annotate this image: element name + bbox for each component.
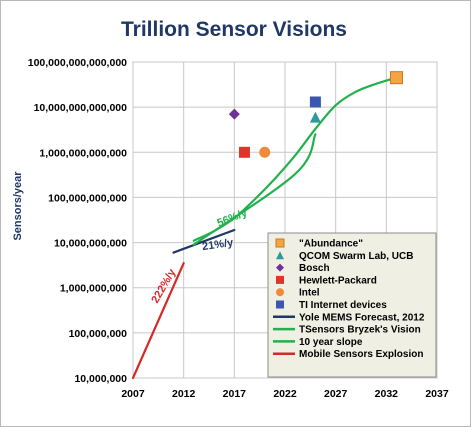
legend-marker (275, 238, 285, 248)
legend-label: QCOM Swarm Lab, UCB (299, 251, 413, 262)
x-tick-label: 2017 (223, 388, 247, 400)
x-tick-label: 2007 (121, 388, 145, 400)
y-tick-label: 10,000,000,000 (54, 238, 127, 250)
x-tick-label: 2037 (425, 388, 449, 400)
legend-marker (276, 288, 284, 297)
series-line (131, 262, 185, 380)
x-tick-label: 2022 (273, 388, 297, 400)
series-line (192, 133, 317, 246)
legend-label: Bosch (299, 263, 330, 274)
y-tick-label: 1,000,000,000,000 (39, 147, 127, 159)
data-point (309, 96, 321, 108)
legend-marker (276, 251, 284, 260)
data-point (309, 111, 321, 123)
series-lines (131, 76, 398, 380)
legend-label: 10 year slope (299, 337, 363, 348)
x-tick-label: 2032 (375, 388, 399, 400)
legend-label: TI Internet devices (299, 300, 387, 311)
legend-label: Hewlett-Packard (299, 275, 377, 286)
y-tick-label: 100,000,000,000,000 (28, 57, 127, 69)
chart-title: Trillion Sensor Visions (121, 18, 347, 41)
x-tick-label: 2027 (324, 388, 348, 400)
legend-marker (276, 263, 284, 272)
y-tick-label: 100,000,000,000 (48, 192, 127, 204)
data-points (228, 71, 403, 158)
legend-label: Mobile Sensors Explosion (299, 349, 423, 360)
data-point (228, 108, 240, 120)
y-tick-labels: 10,000,000 100,000,000 1,000,000,000 10,000… (28, 57, 127, 385)
legend: "Abundance"QCOM Swarm Lab, UCBBoschHewle… (267, 232, 437, 378)
data-point (259, 146, 271, 158)
y-axis-label: Sensors/year (12, 171, 24, 241)
legend-marker (276, 300, 284, 309)
legend-box (267, 232, 437, 378)
legend-label: Yole MEMS Forecast, 2012 (299, 312, 425, 323)
y-tick-label: 10,000,000 (74, 373, 127, 385)
x-tick-label: 2012 (172, 388, 196, 400)
data-point (238, 146, 250, 158)
x-tick-labels: 2007 2012 2017 2022 2027 2032 2037 (121, 388, 449, 400)
y-tick-label: 1,000,000,000 (60, 283, 127, 295)
legend-label: Intel (299, 288, 320, 299)
growth-annotation: 21%/y (201, 237, 234, 253)
data-point (389, 71, 403, 85)
legend-label: TSensors Bryzek's Vision (299, 325, 421, 336)
legend-marker (276, 275, 284, 284)
y-tick-label: 10,000,000,000,000 (34, 102, 128, 114)
y-tick-label: 100,000,000 (69, 328, 128, 340)
legend-label: "Abundance" (299, 239, 363, 250)
series-line (172, 228, 236, 254)
